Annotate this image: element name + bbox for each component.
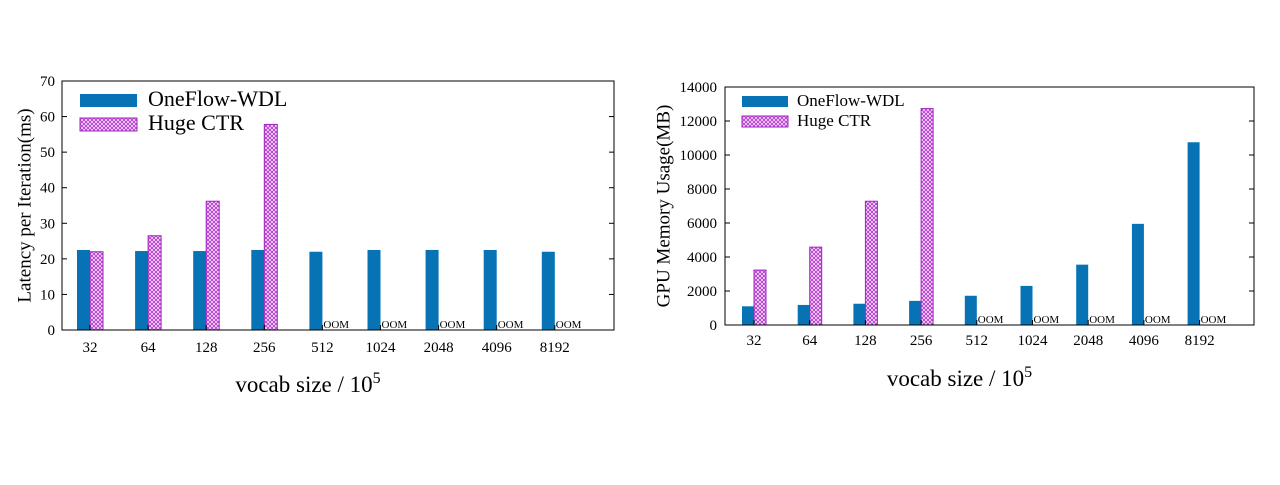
legend-swatch-oneflow <box>742 96 788 107</box>
x-axis-label: vocab size / 105 <box>887 364 1032 391</box>
x-axis-label-exponent: 5 <box>1024 364 1032 381</box>
x-tick-label: 64 <box>802 333 818 349</box>
y-tick-label: 2000 <box>687 284 717 300</box>
legend-label-hugectr: Huge CTR <box>797 111 872 130</box>
y-tick-label: 30 <box>40 216 55 232</box>
legend-label-hugectr: Huge CTR <box>148 110 244 135</box>
x-axis-label-text: vocab size / 10 <box>887 366 1024 391</box>
oneflow-bar <box>367 249 381 330</box>
hugectr-bar <box>809 246 823 326</box>
oneflow-bar <box>425 249 439 330</box>
x-tick-label: 32 <box>83 340 98 356</box>
oneflow-bar <box>77 249 90 330</box>
oom-label: OOM <box>1145 314 1171 326</box>
oneflow-bar <box>797 304 810 325</box>
oneflow-bar <box>541 251 555 330</box>
oom-label: OOM <box>498 319 524 331</box>
oneflow-bar <box>1020 285 1033 325</box>
x-tick-label: 512 <box>311 340 334 356</box>
y-tick-label: 20 <box>40 252 55 268</box>
y-tick-label: 6000 <box>687 216 717 232</box>
y-axis-label: Latency per Iteration(ms) <box>14 108 35 302</box>
legend-swatch-hugectr <box>79 117 138 132</box>
hugectr-bar <box>147 235 162 331</box>
y-tick-label: 14000 <box>680 80 718 96</box>
oneflow-bar <box>1076 264 1089 325</box>
hugectr-bar <box>89 251 104 331</box>
y-tick-label: 0 <box>48 323 56 339</box>
x-tick-label: 64 <box>141 340 157 356</box>
oom-label: OOM <box>1034 314 1060 326</box>
oom-label: OOM <box>978 314 1004 326</box>
oom-label: OOM <box>1089 314 1115 326</box>
x-tick-label: 4096 <box>1129 333 1160 349</box>
oneflow-bar <box>251 249 265 330</box>
x-axis-label: vocab size / 105 <box>235 370 380 397</box>
oneflow-bar <box>1131 223 1144 325</box>
y-axis-label: GPU Memory Usage(MB) <box>653 105 674 308</box>
hugectr-bar <box>205 200 220 331</box>
x-tick-label: 2048 <box>1073 333 1103 349</box>
y-tick-label: 50 <box>40 145 55 161</box>
legend-label-oneflow: OneFlow-WDL <box>797 91 905 110</box>
oneflow-bar <box>964 295 977 325</box>
oom-label: OOM <box>382 319 408 331</box>
hugectr-bar <box>753 269 767 326</box>
x-tick-label: 256 <box>253 340 276 356</box>
oneflow-bar <box>909 300 922 325</box>
y-tick-label: 60 <box>40 110 55 126</box>
hugectr-bar <box>263 123 278 331</box>
plot-frame <box>724 86 1255 326</box>
y-tick-label: 0 <box>710 318 718 334</box>
x-axis-label-text: vocab size / 10 <box>235 372 372 397</box>
oom-label: OOM <box>1201 314 1227 326</box>
plot-frame <box>61 80 615 331</box>
hugectr-bar <box>864 200 878 326</box>
x-tick-label: 256 <box>910 333 933 349</box>
oom-label: OOM <box>440 319 466 331</box>
y-tick-label: 10000 <box>680 148 718 164</box>
x-tick-label: 128 <box>195 340 218 356</box>
y-tick-label: 70 <box>40 74 55 90</box>
y-tick-label: 40 <box>40 181 55 197</box>
x-tick-label: 8192 <box>1185 333 1215 349</box>
y-tick-label: 12000 <box>680 114 718 130</box>
x-tick-label: 128 <box>854 333 877 349</box>
y-tick-label: 4000 <box>687 250 717 266</box>
oom-label: OOM <box>556 319 582 331</box>
oom-label: OOM <box>323 319 349 331</box>
oneflow-bar <box>742 306 754 325</box>
x-tick-label: 512 <box>966 333 989 349</box>
x-tick-label: 8192 <box>540 340 570 356</box>
oneflow-bar <box>135 251 149 330</box>
legend-swatch-oneflow <box>80 94 137 107</box>
oneflow-bar <box>853 303 866 325</box>
oneflow-bar <box>309 251 323 330</box>
x-tick-label: 32 <box>747 333 762 349</box>
x-tick-label: 1024 <box>1018 333 1049 349</box>
y-tick-label: 10 <box>40 287 55 303</box>
x-tick-label: 4096 <box>482 340 513 356</box>
oneflow-bar <box>1187 142 1200 325</box>
legend-label-oneflow: OneFlow-WDL <box>148 86 287 111</box>
x-tick-label: 2048 <box>424 340 454 356</box>
legend-swatch-hugectr <box>741 115 789 128</box>
y-tick-label: 8000 <box>687 182 717 198</box>
oneflow-bar <box>483 249 497 330</box>
chart-1: 32 64 128 256 OOM 512 OOM 1024 OOM 2048 OOM 4096 OOM… <box>14 74 615 397</box>
chart-2: 32 64 128 256 OOM 512 OOM 1024 OOM 2048 OOM 4096 OOM… <box>653 80 1255 391</box>
x-tick-label: 1024 <box>366 340 397 356</box>
hugectr-bar <box>920 108 934 326</box>
oneflow-bar <box>193 251 207 330</box>
x-axis-label-exponent: 5 <box>373 370 381 387</box>
